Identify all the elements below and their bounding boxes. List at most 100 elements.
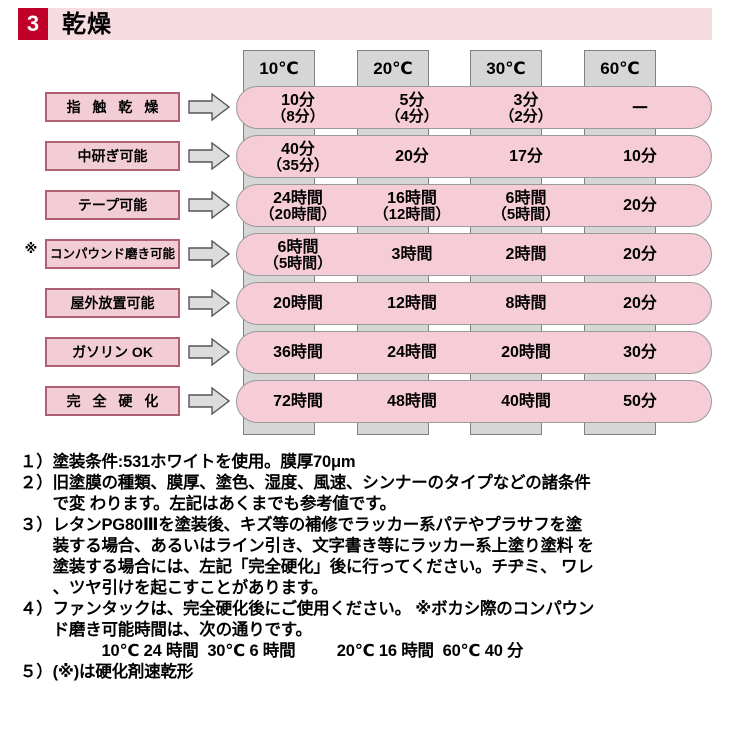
- cell-r1-c0: 40分 （35分）: [241, 136, 355, 179]
- row-label-6: 完 全 硬 化: [45, 386, 180, 416]
- note-line-1: ２）旧塗膜の種類、膜厚、塗色、湿度、風速、シンナーのタイプなどの諸条件: [20, 474, 591, 492]
- cell-main-value: 17分: [509, 148, 543, 166]
- cell-r4-c3: 20分: [583, 283, 697, 326]
- arrow-right-icon: [188, 190, 230, 220]
- arrow-right-icon: [188, 337, 230, 367]
- cell-main-value: 6時間: [277, 238, 319, 256]
- table-row: 24時間 （20時間） 16時間 （12時間） 6時間 （5時間） 20分: [236, 184, 712, 227]
- arrow-right-icon: [188, 141, 230, 171]
- cell-r1-c3: 10分: [583, 136, 697, 179]
- note-line-2: で変 わります。左記はあくまでも参考値です。: [20, 495, 397, 513]
- drying-time-table: 10℃ 20℃ 30℃ 60℃ 指 触 乾 燥 10分 （8分） 5分 （4分） 3分 （2分）－…: [24, 50, 712, 435]
- cell-sub-value: （2分）: [499, 108, 553, 125]
- note-line-10: ５）(※)は硬化剤速乾形: [20, 663, 194, 681]
- note-line-7: ４）ファンタックは、完全硬化後にご使用ください。 ※ボカシ際のコンパウン: [20, 600, 595, 618]
- note-line-9: 10℃ 24 時間 30℃ 6 時間 20℃ 16 時間 60℃ 40 分: [20, 642, 524, 660]
- cell-main-value: 3時間: [391, 246, 433, 264]
- cell-r3-c3: 20分: [583, 234, 697, 277]
- cell-r0-c1: 5分 （4分）: [355, 87, 469, 130]
- cell-r3-c2: 2時間: [469, 234, 583, 277]
- table-row: 6時間 （5時間） 3時間 2時間 20分: [236, 233, 712, 276]
- note-line-4: 装する場合、あるいはライン引き、文字書き等にラッカー系上塗り塗料 を: [20, 537, 594, 555]
- cell-sub-value: （20時間）: [259, 206, 337, 223]
- cell-main-value: －: [630, 97, 650, 119]
- cell-r5-c0: 36時間: [241, 332, 355, 375]
- note-line-0: １）塗装条件:531ホワイトを使用。膜厚70μm: [20, 453, 356, 471]
- row-label-0: 指 触 乾 燥: [45, 92, 180, 122]
- cell-sub-value: （5時間）: [491, 206, 561, 223]
- row-label-3: コンパウンド磨き可能: [45, 239, 180, 269]
- cell-r5-c1: 24時間: [355, 332, 469, 375]
- cell-r2-c0: 24時間 （20時間）: [241, 185, 355, 228]
- cell-sub-value: （8分）: [271, 108, 325, 125]
- cell-r6-c0: 72時間: [241, 381, 355, 424]
- note-line-5: 塗装する場合には、左記「完全硬化」後に行ってください。チヂミ、 ワレ: [20, 558, 594, 576]
- cell-main-value: 12時間: [387, 295, 437, 313]
- cell-main-value: 10分: [623, 148, 657, 166]
- cell-r4-c0: 20時間: [241, 283, 355, 326]
- arrow-right-icon: [188, 239, 230, 269]
- cell-r2-c3: 20分: [583, 185, 697, 228]
- cell-r6-c3: 50分: [583, 381, 697, 424]
- cell-r0-c2: 3分 （2分）: [469, 87, 583, 130]
- cell-r5-c3: 30分: [583, 332, 697, 375]
- cell-r5-c2: 20時間: [469, 332, 583, 375]
- cell-main-value: 24時間: [387, 344, 437, 362]
- row-label-5: ガソリン OK: [45, 337, 180, 367]
- notes-block: １）塗装条件:531ホワイトを使用。膜厚70μm ２）旧塗膜の種類、膜厚、塗色、湿…: [20, 452, 720, 683]
- cell-r3-c0: 6時間 （5時間）: [241, 234, 355, 277]
- cell-r6-c1: 48時間: [355, 381, 469, 424]
- cell-r1-c1: 20分: [355, 136, 469, 179]
- column-header-30℃: 30℃: [486, 59, 526, 78]
- table-row: 20時間 12時間 8時間 20分: [236, 282, 712, 325]
- cell-main-value: 20時間: [501, 344, 551, 362]
- column-header-60℃: 60℃: [600, 59, 640, 78]
- cell-main-value: 2時間: [505, 246, 547, 264]
- cell-main-value: 20分: [623, 197, 657, 215]
- cell-sub-value: （5時間）: [263, 255, 333, 272]
- cell-main-value: 30分: [623, 344, 657, 362]
- cell-main-value: 8時間: [505, 295, 547, 313]
- cell-main-value: 5分: [399, 91, 425, 109]
- table-row: 40分 （35分） 20分 17分 10分: [236, 135, 712, 178]
- row-label-4: 屋外放置可能: [45, 288, 180, 318]
- note-line-8: ド磨き可能時間は、次の通りです。: [20, 621, 312, 639]
- cell-main-value: 24時間: [273, 189, 323, 207]
- arrow-right-icon: [188, 288, 230, 318]
- row-label-1: 中研ぎ可能: [45, 141, 180, 171]
- cell-r3-c1: 3時間: [355, 234, 469, 277]
- column-header-10℃: 10℃: [259, 59, 299, 78]
- cell-sub-value: （12時間）: [373, 206, 451, 223]
- cell-main-value: 50分: [623, 393, 657, 411]
- cell-main-value: 48時間: [387, 393, 437, 411]
- cell-r2-c1: 16時間 （12時間）: [355, 185, 469, 228]
- cell-main-value: 10分: [281, 91, 315, 109]
- table-row: 72時間 48時間 40時間 50分: [236, 380, 712, 423]
- table-row: 36時間 24時間 20時間 30分: [236, 331, 712, 374]
- cell-main-value: 40分: [281, 140, 315, 158]
- cell-r4-c2: 8時間: [469, 283, 583, 326]
- cell-r0-c0: 10分 （8分）: [241, 87, 355, 130]
- note-line-3: ３）レタンPG80Ⅲを塗装後、キズ等の補修でラッカー系パテやプラサフを塗: [20, 516, 583, 534]
- cell-main-value: 20分: [623, 295, 657, 313]
- cell-main-value: 3分: [513, 91, 539, 109]
- arrow-right-icon: [188, 386, 230, 416]
- cell-main-value: 20分: [623, 246, 657, 264]
- cell-main-value: 72時間: [273, 393, 323, 411]
- cell-sub-value: （35分）: [267, 157, 329, 174]
- note-line-6: 、ツヤ引けを起こすことがあります。: [20, 579, 328, 597]
- cell-main-value: 20時間: [273, 295, 323, 313]
- row-marker-asterisk: ※: [24, 241, 38, 256]
- cell-main-value: 16時間: [387, 189, 437, 207]
- table-row: 10分 （8分） 5分 （4分） 3分 （2分）－: [236, 86, 712, 129]
- cell-main-value: 20分: [395, 148, 429, 166]
- cell-sub-value: （4分）: [385, 108, 439, 125]
- cell-r1-c2: 17分: [469, 136, 583, 179]
- section-number-badge: 3: [18, 8, 48, 40]
- row-label-2: テープ可能: [45, 190, 180, 220]
- arrow-right-icon: [188, 92, 230, 122]
- cell-main-value: 6時間: [505, 189, 547, 207]
- cell-r6-c2: 40時間: [469, 381, 583, 424]
- cell-r4-c1: 12時間: [355, 283, 469, 326]
- cell-main-value: 36時間: [273, 344, 323, 362]
